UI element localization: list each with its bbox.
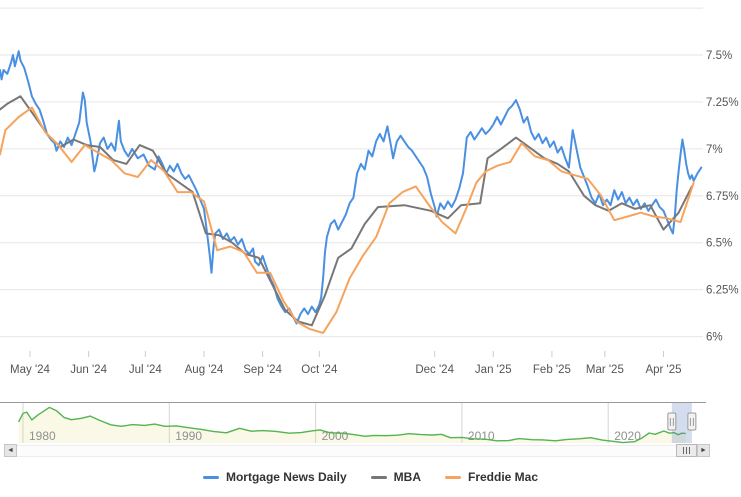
x-axis-label: Apr '25 <box>645 364 681 376</box>
y-axis-label: 6.75% <box>706 191 739 203</box>
y-axis-label: 7% <box>706 144 723 156</box>
thumb-grip-icon <box>689 447 690 454</box>
thumb-grip-icon <box>686 447 687 454</box>
x-axis-label: Mar '25 <box>586 364 624 376</box>
scrollbar-right-button[interactable]: ► <box>697 444 710 457</box>
x-axis-label: Dec '24 <box>415 364 454 376</box>
scrollbar-track[interactable] <box>4 445 710 457</box>
x-axis-label: May '24 <box>10 364 51 376</box>
navigator-selected-range[interactable] <box>671 403 692 443</box>
navigator-handle-right[interactable] <box>687 412 697 431</box>
y-axis-label: 7.25% <box>706 97 739 109</box>
series-line-mba <box>0 95 693 327</box>
series-dash-icon <box>445 475 461 479</box>
navigator-year-label: 2010 <box>468 429 495 443</box>
x-axis-label: Oct '24 <box>301 364 338 376</box>
legend-label: Mortgage News Daily <box>225 470 347 484</box>
scrollbar-left-arrow-icon: ◄ <box>7 447 14 454</box>
series-line-freddie-mac <box>0 106 695 334</box>
x-axis-label: Sep '24 <box>243 364 282 376</box>
thumb-grip-icon <box>683 447 684 454</box>
scrollbar-right-arrow-icon: ► <box>700 447 707 454</box>
navigator-handle-left[interactable] <box>667 412 677 431</box>
chart-canvas[interactable]: 7.5% 7.25% 7% 6.75% 6.5% 6.25% 6% May '24 Jun '2… <box>0 0 741 462</box>
legend: Mortgage News Daily MBA Freddie Mac <box>0 465 741 489</box>
x-axis-label: Jul '24 <box>129 364 162 376</box>
navigator-year-label: 1980 <box>29 429 56 443</box>
navigator-year-label: 1990 <box>175 429 202 443</box>
x-axis-label: Feb '25 <box>533 364 571 376</box>
navigator-year-label: 2020 <box>614 429 641 443</box>
navigator-area <box>18 407 686 443</box>
series-dash-icon <box>202 475 219 479</box>
legend-item-freddie-mac[interactable]: Freddie Mac <box>445 470 538 484</box>
navigator-line <box>17 406 686 444</box>
series-dash-icon <box>370 475 387 479</box>
legend-label: Freddie Mac <box>468 470 539 484</box>
scrollbar-thumb[interactable] <box>676 444 697 457</box>
legend-item-mortgage-news-daily[interactable]: Mortgage News Daily <box>202 470 347 484</box>
scrollbar-left-button[interactable]: ◄ <box>4 444 17 457</box>
series-line-mortgage-news-daily <box>0 50 703 325</box>
legend-label: MBA <box>393 470 421 484</box>
y-axis-label: 7.5% <box>706 50 732 62</box>
y-axis-label: 6.5% <box>706 238 732 250</box>
y-axis-label: 6% <box>706 332 723 344</box>
x-axis-label: Aug '24 <box>185 364 224 376</box>
x-axis-label: Jun '24 <box>70 364 107 376</box>
x-axis-label: Jan '25 <box>475 364 512 376</box>
legend-item-mba[interactable]: MBA <box>370 470 421 484</box>
y-axis-label: 6.25% <box>706 285 739 297</box>
